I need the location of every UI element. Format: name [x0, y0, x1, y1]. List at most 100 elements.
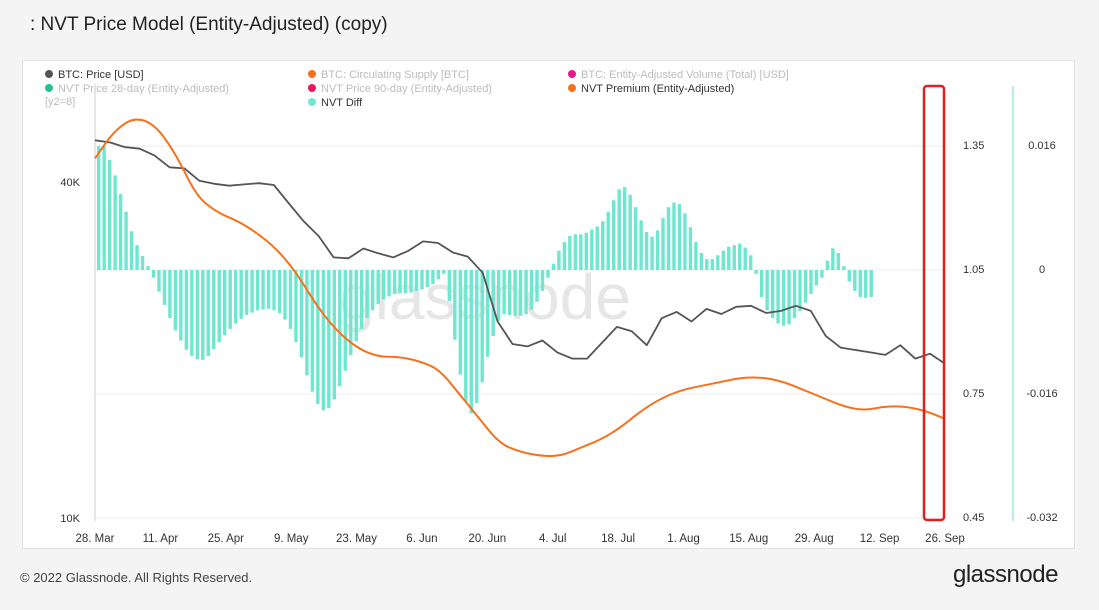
legend-label: BTC: Circulating Supply [BTC]	[321, 69, 469, 81]
nvt-diff-bar	[486, 270, 490, 357]
y-right2-tick-label: -0.032	[1026, 512, 1057, 524]
x-tick-label: 12. Sep	[860, 533, 900, 545]
nvt-diff-bar	[491, 270, 495, 336]
y-right2-tick-label: 0.016	[1028, 140, 1056, 152]
nvt-diff-bar	[480, 270, 484, 383]
nvt-diff-bar	[217, 270, 221, 343]
nvt-diff-bar	[212, 270, 216, 350]
nvt-diff-bar	[551, 263, 556, 270]
nvt-diff-bar	[475, 270, 479, 404]
nvt-diff-bar	[250, 270, 254, 313]
nvt-diff-bar	[420, 270, 424, 290]
nvt-diff-bar	[162, 270, 167, 305]
nvt-diff-bar	[201, 270, 205, 360]
nvt-diff-bar	[299, 270, 304, 358]
nvt-diff-bar	[332, 270, 336, 400]
nvt-diff-bar	[831, 248, 835, 270]
nvt-diff-bar	[272, 270, 276, 311]
legend-item-1[interactable]: BTC: Circulating Supply [BTC]	[308, 69, 469, 81]
nvt-diff-bar	[118, 194, 123, 270]
legend-dot	[568, 84, 576, 93]
legend-item-6[interactable]: NVT Diff	[308, 97, 362, 109]
nvt-diff-bar	[820, 270, 824, 278]
nvt-diff-bar	[622, 187, 627, 270]
legend-dot	[308, 98, 316, 107]
nvt-diff-bar	[803, 270, 808, 303]
nvt-diff-bar	[365, 270, 369, 319]
nvt-diff-bar	[436, 270, 441, 280]
series-lines	[94, 118, 946, 458]
nvt-diff-bar	[316, 270, 320, 405]
nvt-diff-bar	[338, 270, 342, 387]
nvt-diff-bar	[414, 270, 419, 291]
nvt-diff-bar	[672, 202, 676, 270]
nvt-diff-bar	[639, 220, 643, 270]
nvt-diff-bar	[579, 234, 583, 270]
nvt-diff-bar	[206, 270, 210, 357]
y-left-tick-label: 40K	[60, 177, 80, 189]
nvt-diff-bar	[716, 255, 720, 270]
nvt-diff-bar	[113, 175, 117, 270]
nvt-diff-bar	[266, 270, 271, 309]
nvt-diff-bar	[343, 270, 347, 371]
legend-item-0[interactable]: BTC: Price [USD]	[45, 69, 144, 81]
nvt-diff-bar	[277, 270, 282, 314]
legend-item-3[interactable]: NVT Price 28-day (Entity-Adjusted) [y2=8]	[45, 83, 229, 108]
nvt-diff-bar	[381, 270, 386, 300]
nvt-diff-bar	[754, 270, 758, 274]
copyright: © 2022 Glassnode. All Rights Reserved.	[20, 570, 253, 585]
nvt-diff-bar	[535, 270, 539, 302]
nvt-diff-bar	[776, 270, 780, 324]
nvt-diff-bar	[568, 235, 572, 270]
nvt-diff-bar	[743, 247, 747, 270]
y-right1-tick-label: 0.75	[963, 388, 984, 400]
nvt-diff-bar	[705, 259, 709, 270]
nvt-diff-bar	[151, 270, 156, 278]
nvt-diff-bar	[321, 270, 326, 411]
nvt-diff-bar	[721, 250, 725, 271]
nvt-diff-bar	[255, 270, 260, 311]
nvt-diff-bar	[529, 270, 534, 310]
nvt-diff-bar	[195, 270, 200, 360]
nvt-diff-bar	[190, 270, 194, 357]
nvt-diff-bar	[595, 226, 599, 270]
y-right2-tick-label: -0.016	[1026, 388, 1057, 400]
nvt-diff-bar	[173, 270, 178, 331]
nvt-diff-bar	[518, 270, 523, 316]
legend-label: NVT Price 28-day (Entity-Adjusted)	[58, 83, 229, 95]
nvt-diff-bar	[464, 270, 468, 402]
nvt-diff-bar	[496, 270, 501, 322]
nvt-diff-bar	[157, 270, 161, 292]
nvt-diff-bar	[124, 211, 128, 271]
nvt-diff-bar	[458, 270, 463, 375]
nvt-diff-bar	[447, 270, 452, 301]
nvt-diff-bar	[584, 232, 589, 270]
nvt-diff-bar	[370, 270, 375, 311]
y-right1-tick-label: 1.35	[963, 140, 984, 152]
axes: 28. Mar 11. Apr 25. Apr 9. May 23. May 6. Jun…	[60, 140, 1057, 545]
nvt-diff-bar	[409, 270, 413, 293]
nvt-diff-bar	[759, 270, 764, 298]
nvt-diff-bar	[425, 270, 430, 288]
glassnode-logo[interactable]: glassnode	[953, 561, 1058, 588]
nvt-diff-bar	[858, 270, 862, 298]
legend-item-4[interactable]: NVT Price 90-day (Entity-Adjusted)	[308, 83, 492, 95]
legend-item-2[interactable]: BTC: Entity-Adjusted Volume (Total) [USD…	[568, 69, 789, 81]
x-tick-label: 25. Apr	[208, 533, 245, 545]
nvt-diff-bar	[233, 270, 238, 324]
nvt-diff-bar	[825, 260, 830, 270]
nvt-diff-bar	[787, 270, 791, 325]
legend-dot	[308, 84, 316, 93]
x-tick-label: 6. Jun	[406, 533, 437, 545]
nvt-diff-bar	[507, 270, 512, 315]
chart-svg: glassnode 28. Mar 11. Apr 25. Apr 9. May 23.…	[60, 84, 1058, 545]
nvt-diff-bar	[798, 270, 802, 312]
x-tick-label: 4. Jul	[539, 533, 567, 545]
nvt-diff-bar	[327, 270, 331, 408]
nvt-diff-bar	[661, 218, 665, 270]
y-right2-tick-label: 0	[1039, 264, 1045, 276]
legend-item-5[interactable]: NVT Premium (Entity-Adjusted)	[568, 83, 734, 95]
nvt-diff-bar	[179, 270, 183, 341]
nvt-diff-bar	[650, 236, 654, 270]
nvt-diff-bar	[606, 211, 610, 271]
